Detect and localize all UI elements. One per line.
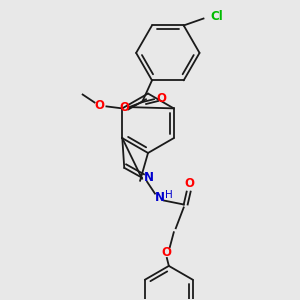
Text: Cl: Cl — [210, 10, 223, 23]
Text: O: O — [94, 99, 104, 112]
Text: O: O — [119, 100, 129, 114]
Text: O: O — [156, 92, 166, 105]
Text: N: N — [144, 171, 154, 184]
Text: O: O — [162, 245, 172, 259]
Text: H: H — [165, 190, 173, 200]
Text: O: O — [184, 177, 195, 190]
Text: N: N — [155, 191, 165, 204]
